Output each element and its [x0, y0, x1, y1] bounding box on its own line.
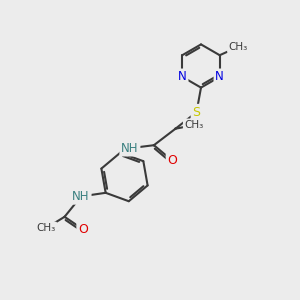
Text: NH: NH — [72, 190, 90, 203]
Text: NH: NH — [121, 142, 139, 155]
Text: N: N — [178, 70, 187, 83]
Text: O: O — [78, 223, 88, 236]
Text: O: O — [168, 154, 177, 167]
Text: S: S — [193, 106, 200, 119]
Text: N: N — [215, 70, 224, 83]
Text: CH₃: CH₃ — [229, 42, 248, 52]
Text: CH₃: CH₃ — [184, 120, 204, 130]
Text: CH₃: CH₃ — [36, 223, 56, 233]
